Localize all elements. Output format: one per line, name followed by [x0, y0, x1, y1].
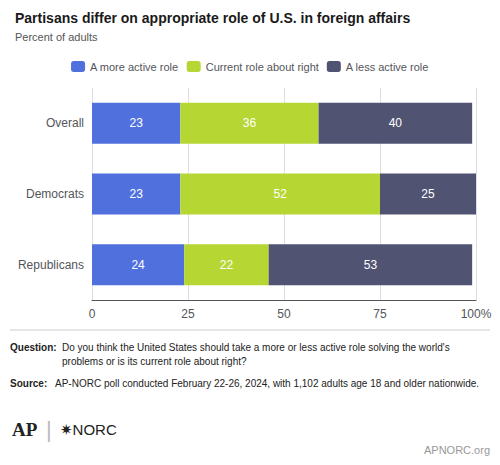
- svg-text:25: 25: [181, 307, 195, 321]
- svg-text:Republicans: Republicans: [18, 258, 84, 272]
- svg-text:23: 23: [129, 187, 143, 201]
- svg-text:Democrats: Democrats: [26, 187, 84, 201]
- svg-text:Partisans differ on appropriat: Partisans differ on appropriate role of …: [15, 10, 410, 26]
- svg-text:75: 75: [373, 307, 387, 321]
- svg-text:52: 52: [273, 187, 287, 201]
- svg-text:50: 50: [277, 307, 291, 321]
- svg-text:23: 23: [129, 116, 143, 130]
- svg-text:AP-NORC poll conducted Februar: AP-NORC poll conducted February 22-26, 2…: [55, 378, 479, 389]
- svg-text:100%: 100%: [461, 307, 492, 321]
- svg-text:✷NORC: ✷NORC: [60, 421, 117, 438]
- svg-text:A less active role: A less active role: [346, 61, 429, 73]
- svg-text:22: 22: [220, 258, 234, 272]
- svg-text:25: 25: [421, 187, 435, 201]
- svg-text:Percent of adults: Percent of adults: [15, 31, 98, 43]
- svg-text:Do you think the United States: Do you think the United States should ta…: [62, 342, 452, 353]
- svg-text:53: 53: [364, 258, 378, 272]
- svg-text:Current role about right: Current role about right: [206, 61, 319, 73]
- svg-text:|: |: [46, 417, 52, 442]
- svg-text:APNORC.org: APNORC.org: [424, 444, 490, 456]
- svg-text:40: 40: [389, 116, 403, 130]
- svg-text:AP: AP: [12, 419, 38, 440]
- svg-text:24: 24: [131, 258, 145, 272]
- svg-text:Question:: Question:: [10, 342, 57, 353]
- svg-text:Source:: Source:: [10, 378, 47, 389]
- svg-text:36: 36: [243, 116, 257, 130]
- svg-text:Overall: Overall: [46, 116, 84, 130]
- svg-text:0: 0: [89, 307, 96, 321]
- svg-text:A more active role: A more active role: [90, 61, 178, 73]
- svg-text:problems or is its current rol: problems or is its current role about ri…: [62, 356, 247, 367]
